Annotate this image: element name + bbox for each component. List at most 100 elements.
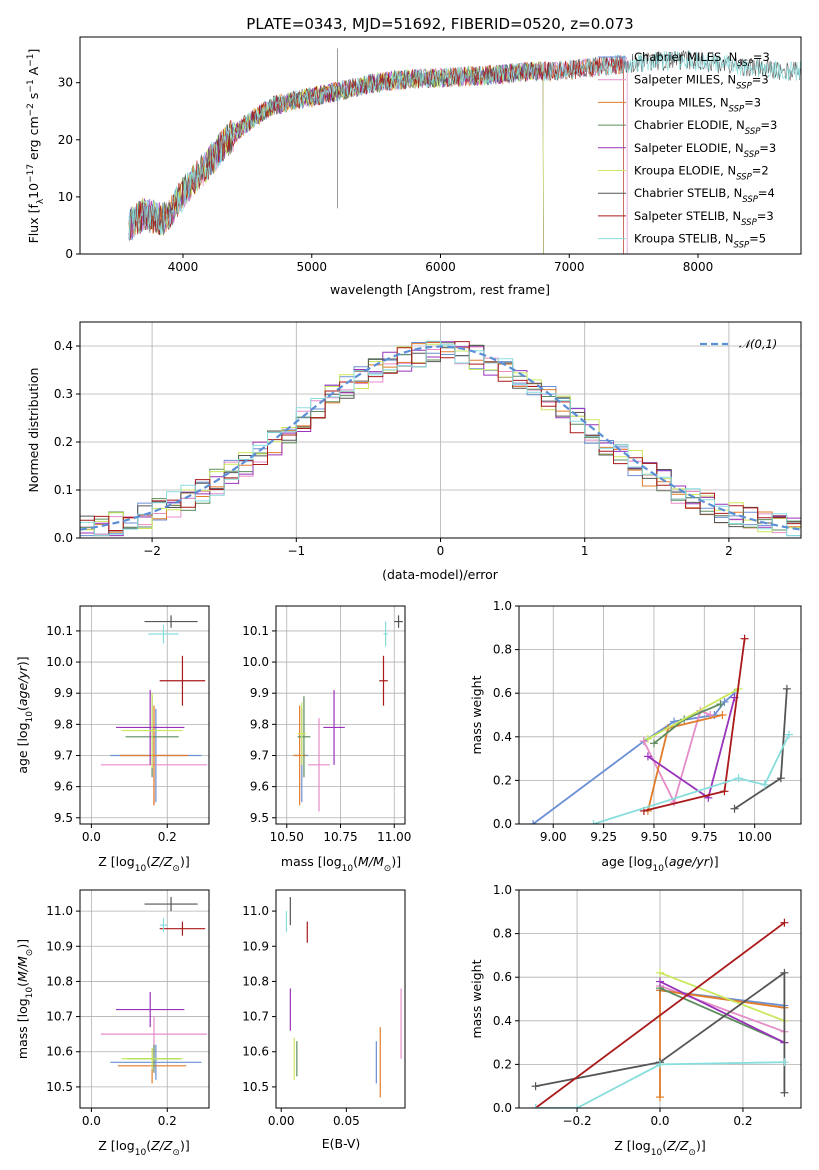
plot-weight_vs_Z: −0.2 0.0 0.2 0.0 0.2 0.4 0.6 0.8 1.0 Z [log10(Z/Z… (469, 883, 802, 1158)
legend-subscript: SSP (737, 59, 753, 69)
x-axis-label: E(B-V) (322, 1136, 361, 1151)
y-tick-label: 0.4 (493, 1014, 512, 1028)
legend-text: Salpeter ELODIE, N (634, 141, 744, 155)
weight-series-line (535, 1061, 785, 1108)
normal-reference-curve (80, 345, 801, 531)
weight-series-line (643, 638, 746, 812)
label-part: age [log (601, 854, 652, 869)
weight-series-line (659, 989, 785, 1098)
label-part: ( (146, 1138, 151, 1153)
label-part: Z [log (98, 854, 134, 869)
weight-series-line (734, 688, 788, 810)
legend-subscript: SSP (745, 127, 761, 137)
label-part: Z/Z (150, 1138, 173, 1153)
y-tick-label: 9.6 (54, 780, 73, 794)
x-tick-label: 0.2 (158, 1114, 177, 1128)
y-tick-label: 10.9 (242, 939, 269, 953)
y-tick-label: 9.8 (250, 717, 269, 731)
y-tick-label: 9.7 (54, 748, 73, 762)
y-axis-label: Normed distribution (26, 368, 41, 493)
label-part: ⊙ (172, 864, 180, 874)
y-tick-label: 9.7 (250, 748, 269, 762)
plot-age_vs_Z: 0.0 0.29.59.69.79.89.910.010.1Z [log10(Z/… (15, 605, 210, 874)
y-tick-label: 10.7 (242, 1010, 269, 1024)
x-axis-label: (data-model)/error (382, 567, 499, 582)
x-tick-label: 1 (581, 544, 589, 558)
y-tick-label: 10.0 (242, 655, 269, 669)
legend-count: =5 (749, 232, 766, 246)
x-tick-label: 4000 (168, 260, 199, 274)
legend-count: =3 (760, 118, 777, 132)
legend-count: =3 (744, 95, 761, 109)
label-part: ⊙ (172, 1148, 180, 1158)
label-part: 10 (135, 864, 147, 874)
axes-frame (79, 889, 210, 1109)
label-part: ( (664, 854, 669, 869)
x-tick-label: 0.2 (733, 1114, 752, 1128)
x-axis-label: Z [log10(Z/Z⊙)] (614, 1138, 705, 1158)
x-tick-label: 9.50 (641, 830, 668, 844)
x-tick-label: 0 (437, 544, 445, 558)
y-tick-label: 10.6 (242, 1045, 269, 1059)
label-part: −1 (26, 79, 36, 92)
spectrum-line (128, 55, 624, 254)
legend-subscript: SSP (742, 195, 758, 205)
y-tick-label: 9.6 (250, 780, 269, 794)
x-tick-label: 9.25 (590, 830, 617, 844)
label-part: 10 (135, 1148, 147, 1158)
label-part: A (26, 66, 41, 79)
label-part: 10 (653, 864, 665, 874)
legend-label: Salpeter ELODIE, NSSP=3 (634, 141, 776, 160)
label-part: Flux [f (26, 204, 41, 244)
label-part: M/M (15, 956, 30, 982)
label-part: ⊙ (384, 864, 392, 874)
legend-text: Salpeter MILES, N (634, 73, 736, 87)
x-tick-label: 9.75 (691, 830, 718, 844)
legend-text: Chabrier STELIB, N (634, 186, 742, 200)
label-part: ( (15, 982, 30, 987)
axes-frame (275, 889, 406, 1109)
y-tick-label: 20 (58, 133, 73, 147)
legend-count: =2 (752, 164, 769, 178)
x-tick-label: −0.2 (562, 1114, 591, 1128)
y-axis-label: mass weight (469, 959, 484, 1038)
legend-text: Chabrier ELODIE, N (634, 118, 745, 132)
legend-subscript: SSP (734, 241, 750, 251)
plot-area (531, 918, 789, 1108)
x-tick-label: 0.2 (158, 830, 177, 844)
x-tick-label: 6000 (425, 260, 456, 274)
label-part: ⊙ (25, 949, 35, 957)
y-tick-label: 10.5 (46, 1080, 73, 1094)
y-tick-label: 10 (58, 190, 73, 204)
spectrum-line (128, 50, 801, 240)
x-tick-label: 10.50 (270, 830, 304, 844)
plot-area (529, 634, 793, 824)
y-tick-label: 10.6 (46, 1045, 73, 1059)
label-part: 10 (25, 711, 35, 723)
y-axis-label: mass [log10(M/M⊙)] (15, 939, 35, 1059)
legend-count: =3 (752, 73, 769, 87)
legend-count: =3 (753, 50, 770, 64)
plot-area (100, 897, 208, 1084)
plot-residuals: −2 −1 0 1 2 0.0 0.1 0.2 0.3 0.4 𝒩(0,1) (data-model)… (26, 321, 802, 582)
legend-count: =3 (759, 141, 776, 155)
y-tick-label: 11.0 (242, 904, 269, 918)
legend-label: Kroupa MILES, NSSP=3 (634, 95, 761, 114)
y-tick-label: 10.0 (46, 655, 73, 669)
axes-frame (518, 605, 802, 825)
weight-series-line (535, 971, 786, 1093)
y-tick-label: 0.3 (54, 387, 73, 401)
label-part: s (26, 93, 41, 104)
x-tick-label: 10.75 (323, 830, 357, 844)
y-tick-label: 0.6 (493, 686, 512, 700)
legend-subscript: SSP (736, 173, 752, 183)
plot-mass_vs_Z: 0.0 0.210.510.610.710.810.911.0Z [log10(Z… (15, 889, 210, 1158)
x-tick-label: 0.0 (82, 830, 101, 844)
legend-count: =3 (757, 209, 774, 223)
legend-text: Kroupa ELODIE, N (634, 164, 736, 178)
y-tick-label: 10.1 (46, 624, 73, 638)
label-part: erg cm (26, 116, 41, 164)
label-part: mass [log (15, 998, 30, 1059)
legend-text: Kroupa STELIB, N (634, 232, 734, 246)
